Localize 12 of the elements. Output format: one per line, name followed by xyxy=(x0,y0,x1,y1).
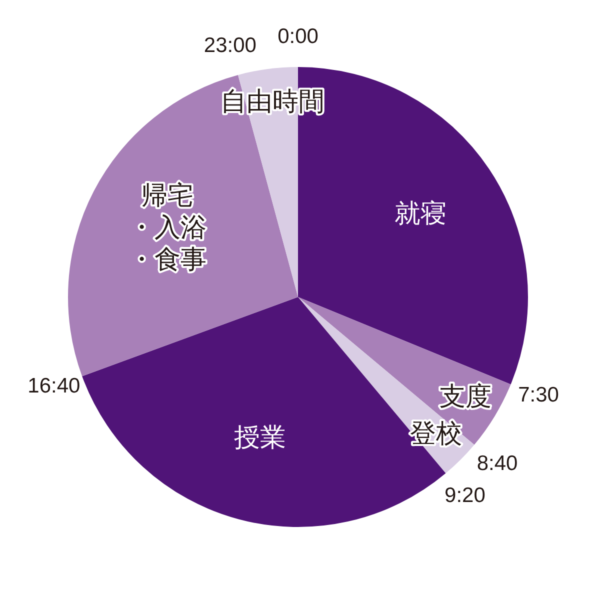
text: 16:40 xyxy=(28,374,80,398)
text: 7:30 xyxy=(518,384,559,407)
slice-label: 帰宅・入浴・食事 xyxy=(128,181,206,276)
slice-label: 自由時間 xyxy=(220,86,324,117)
text: 0:00 xyxy=(278,24,318,48)
text: 8:40 xyxy=(476,452,518,475)
slice-label: 授業 xyxy=(234,422,286,453)
text: 23:00 xyxy=(204,34,256,57)
slice-label: 支度 xyxy=(439,382,492,412)
slice-label: 就寝 xyxy=(394,198,446,229)
text: 9:20 xyxy=(444,484,486,508)
slice-label: 登校 xyxy=(410,418,462,449)
